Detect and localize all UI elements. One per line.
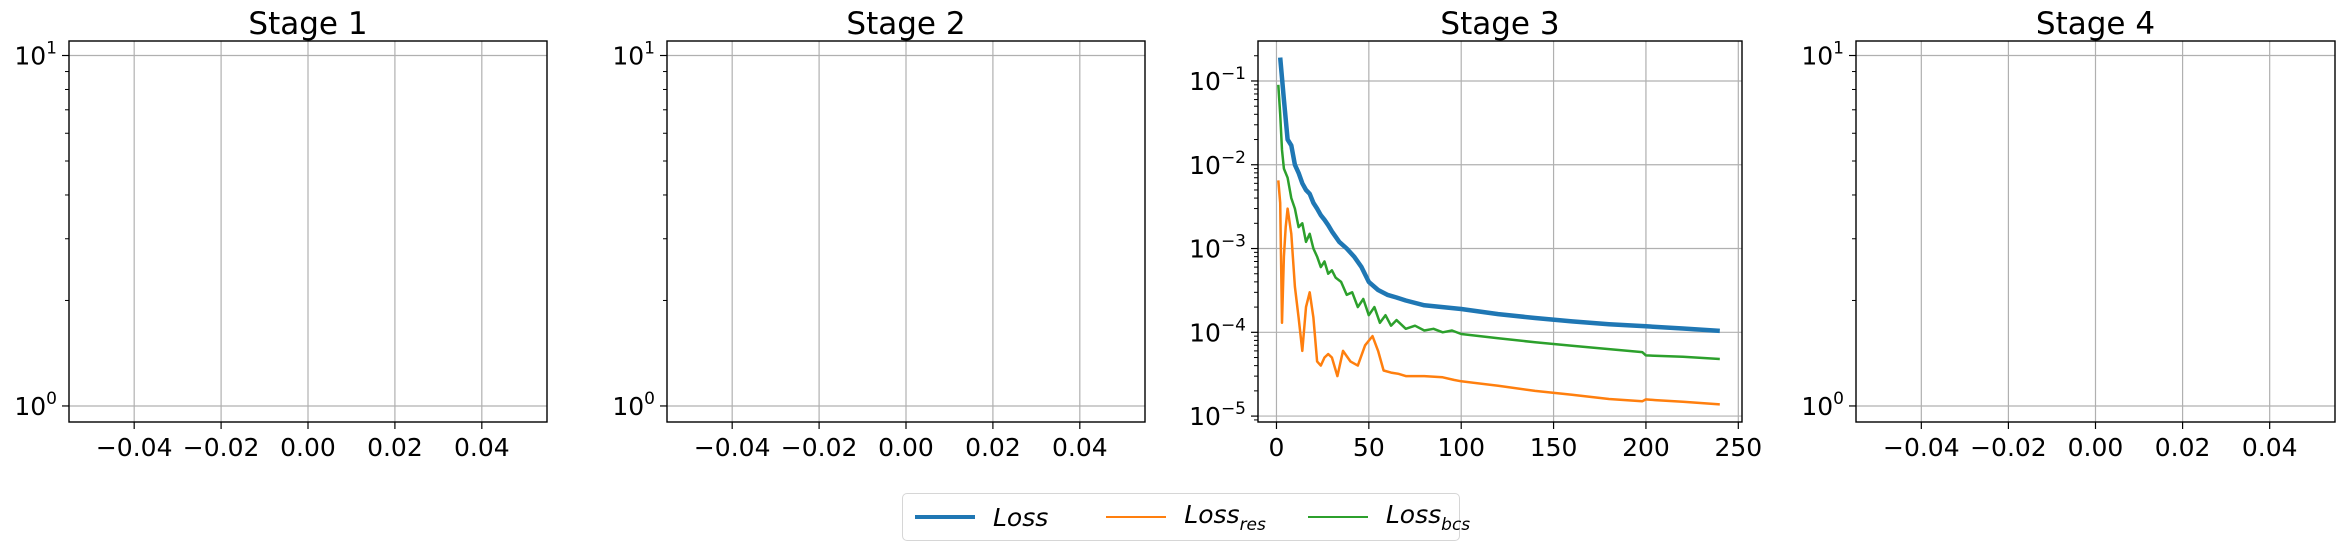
grid <box>69 41 547 422</box>
y-tick-label: 100 <box>14 389 57 421</box>
legend-label-loss: Loss <box>993 502 1049 532</box>
series-line-loss-res <box>1277 180 1720 406</box>
y-tick-label: 10−2 <box>1189 148 1246 180</box>
x-tick-label: −0.04 <box>96 433 173 462</box>
legend-item-loss-res: Lossres <box>1106 500 1266 535</box>
series-line-loss-bcs <box>1277 84 1720 361</box>
grid <box>1856 41 2335 422</box>
legend-line-loss-bcs <box>1307 516 1368 518</box>
legend-label-loss-bcs: Lossbcs <box>1385 499 1471 535</box>
panel-4: Stage 4 −0.04 −0.02 0.00 0.02 0.04 101 100 <box>1801 6 2336 462</box>
x-tick-label: −0.02 <box>183 433 260 462</box>
panel-title: Stage 3 <box>1440 6 1559 42</box>
x-tick-label: 0.04 <box>454 433 510 462</box>
x-tick-label: 0 <box>1269 433 1285 462</box>
x-tick-label: 150 <box>1530 433 1578 462</box>
x-tick-label: 0.00 <box>878 433 934 462</box>
panel-title: Stage 2 <box>846 6 965 42</box>
x-tick-label: −0.04 <box>1883 433 1960 462</box>
x-tick-label: −0.02 <box>1970 433 2047 462</box>
x-tick-label: 250 <box>1714 433 1762 462</box>
y-tick-label: 10−4 <box>1189 315 1246 347</box>
y-tick-label: 10−1 <box>1189 64 1246 96</box>
legend-item-loss-bcs: Lossbcs <box>1307 499 1471 535</box>
x-tick-label: −0.02 <box>781 433 858 462</box>
x-tick-label: 0.00 <box>280 433 336 462</box>
axes-frame <box>1257 40 1743 423</box>
legend: Loss Lossres Lossbcs <box>902 493 1470 541</box>
panel-1: Stage 1 −0.04 −0.02 0.00 0.02 0.04 101 100 <box>14 6 548 462</box>
y-tick-label: 100 <box>612 389 655 421</box>
y-tick-label: 101 <box>1801 39 1844 71</box>
y-tick-label: 10−5 <box>1189 399 1246 431</box>
legend-label-loss-res: Lossres <box>1184 499 1266 535</box>
x-tick-label: 50 <box>1353 433 1385 462</box>
x-tick-label: 0.00 <box>2068 433 2124 462</box>
y-tick-label: 100 <box>1801 389 1844 421</box>
x-tick-label: 0.04 <box>2242 433 2298 462</box>
x-tick-label: 0.02 <box>367 433 423 462</box>
x-tick-label: 0.04 <box>1052 433 1108 462</box>
legend-line-loss <box>915 515 975 519</box>
x-tick-label: 100 <box>1437 433 1485 462</box>
panel-title: Stage 4 <box>2036 6 2155 42</box>
legend-item-loss: Loss <box>915 503 1048 532</box>
x-tick-label: 200 <box>1622 433 1670 462</box>
panel-title: Stage 1 <box>248 6 367 42</box>
grid <box>1258 41 1742 422</box>
series-line-loss <box>1277 57 1720 334</box>
grid <box>667 41 1145 422</box>
panel-3: Stage 3 0 50 100 150 200 250 10−1 10−2 10−3 10−4 10… <box>1189 6 1762 462</box>
x-tick-label: 0.02 <box>965 433 1021 462</box>
y-tick-label: 101 <box>612 39 655 71</box>
legend-line-loss-res <box>1106 516 1167 518</box>
y-tick-label: 101 <box>14 39 57 71</box>
y-tick-label: 10−3 <box>1189 232 1246 264</box>
x-tick-label: −0.04 <box>694 433 771 462</box>
panel-2: Stage 2 −0.04 −0.02 0.00 0.02 0.04 101 100 <box>612 6 1146 462</box>
x-tick-label: 0.02 <box>2155 433 2211 462</box>
